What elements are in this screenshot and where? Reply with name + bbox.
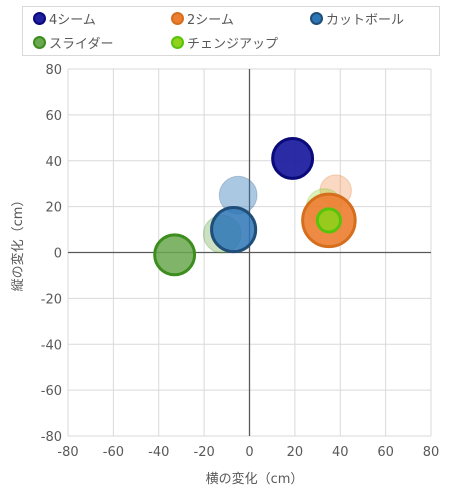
legend-label: 4シーム xyxy=(49,13,96,28)
y-tick-label: 80 xyxy=(45,63,62,78)
x-tick-label: -20 xyxy=(194,445,215,460)
x-tick-label: 40 xyxy=(332,445,349,460)
y-tick-label: 40 xyxy=(45,155,62,170)
x-tick-label: 0 xyxy=(245,445,253,460)
y-tick-label: 0 xyxy=(54,247,62,262)
legend-swatch xyxy=(171,12,184,25)
x-tick-label: -40 xyxy=(148,445,169,460)
legend-item: 4シーム xyxy=(33,12,96,29)
x-tick-label: -80 xyxy=(57,445,78,460)
y-tick-label: -20 xyxy=(41,292,62,307)
legend-item: カットボール xyxy=(310,12,404,29)
legend: 4シーム 2シーム カットボールスライダー チェンジアップ xyxy=(22,6,440,56)
bubble-point xyxy=(271,137,315,180)
x-tick-label: 20 xyxy=(287,445,304,460)
y-axis-title: 縦の変化（cm） xyxy=(10,194,26,292)
bubble-point xyxy=(210,206,258,254)
legend-label: カットボール xyxy=(326,13,405,28)
legend-label: スライダー xyxy=(49,37,114,52)
legend-swatch xyxy=(33,12,46,25)
x-tick-label: 80 xyxy=(423,445,440,460)
x-tick-label: -60 xyxy=(103,445,124,460)
legend-swatch xyxy=(33,36,46,49)
legend-item: チェンジアップ xyxy=(171,36,278,53)
y-tick-label: -80 xyxy=(41,430,62,445)
bubble-point xyxy=(315,207,342,234)
y-tick-label: -40 xyxy=(41,338,62,353)
legend-item: 2シーム xyxy=(171,12,234,29)
bubble-point xyxy=(153,233,197,277)
y-tick-label: -60 xyxy=(41,384,62,399)
legend-swatch xyxy=(171,36,184,49)
legend-label: 2シーム xyxy=(187,13,234,28)
y-tick-label: 60 xyxy=(45,109,62,124)
x-axis-title: 横の変化（cm） xyxy=(206,471,304,487)
legend-swatch xyxy=(310,12,323,25)
x-tick-label: 60 xyxy=(377,445,394,460)
y-tick-label: 20 xyxy=(45,201,62,216)
legend-label: チェンジアップ xyxy=(187,37,279,52)
legend-item: スライダー xyxy=(33,36,113,53)
